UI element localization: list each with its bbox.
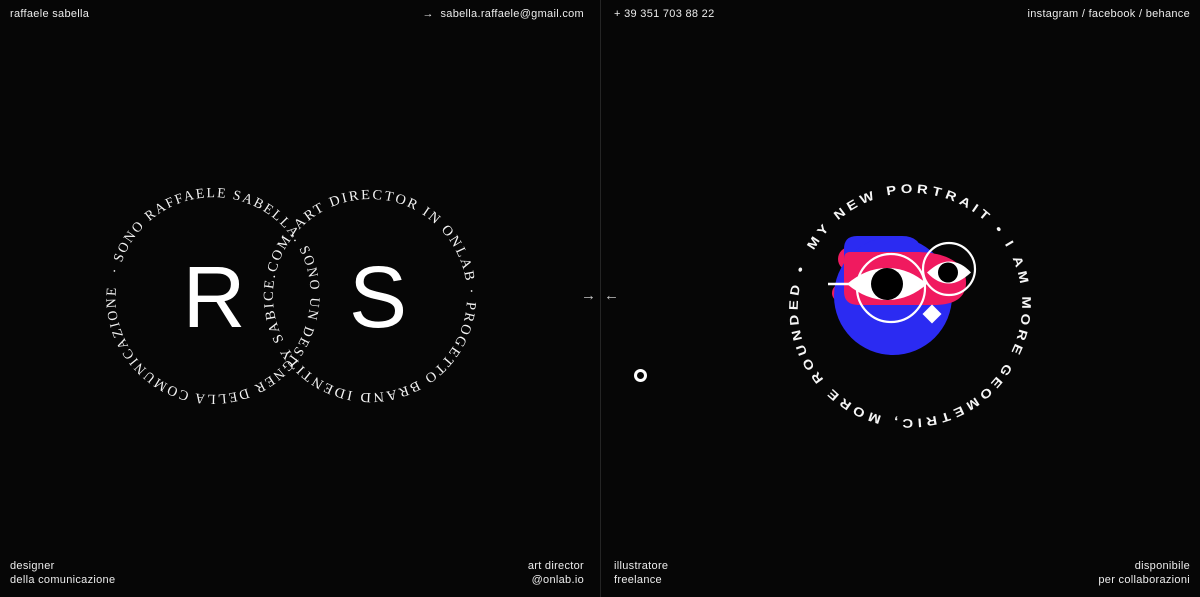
portrait-right-pupil [938, 262, 958, 283]
rs-logo[interactable]: · SONO RAFFAELE SABELLA. SONO UN DESIGNE… [104, 186, 478, 406]
footer-role-illustrator: illustratore freelance [614, 559, 668, 587]
instagram-link[interactable]: instagram [1027, 8, 1079, 20]
footer-line: per collaborazioni [1098, 574, 1190, 586]
email-arrow-icon: → [422, 8, 434, 20]
footer-role-art-director: art director @onlab.io [528, 559, 584, 587]
footer-line: della comunicazione [10, 574, 116, 586]
portrait-diamond-icon [922, 304, 942, 324]
footer-line: @onlab.io [531, 574, 584, 586]
portrait-left-pupil [871, 268, 903, 300]
email-link[interactable]: sabella.raffaele@gmail.com [440, 8, 584, 20]
behance-link[interactable]: behance [1145, 8, 1190, 20]
social-separator: / [1138, 8, 1143, 20]
phone-number: + 39 351 703 88 22 [614, 8, 715, 20]
footer-role-designer: designer della comunicazione [10, 559, 115, 587]
center-divider [600, 0, 601, 597]
social-separator: / [1081, 8, 1086, 20]
facebook-link[interactable]: facebook [1088, 8, 1136, 20]
email-block[interactable]: → sabella.raffaele@gmail.com [422, 8, 584, 20]
next-arrow-icon[interactable]: ← [604, 287, 619, 304]
footer-line: freelance [614, 574, 662, 586]
cursor-dot-icon [634, 369, 647, 382]
footer-availability: disponibile per collaborazioni [1098, 559, 1190, 587]
prev-arrow-icon[interactable]: → [581, 287, 596, 304]
site-owner-name: raffaele sabella [10, 8, 90, 20]
portrait-right-lens-circle [921, 241, 977, 297]
footer-line: art director [527, 560, 584, 572]
footer-line: disponibile [1134, 560, 1190, 572]
footer-line: designer [10, 560, 55, 572]
footer-line: illustratore [614, 560, 669, 572]
social-links: instagram / facebook / behance [1027, 8, 1190, 20]
initial-r: R [183, 249, 246, 346]
portrait-illustration[interactable]: MY NEW PORTRAIT • I AM MORE GEOMETRIC, M… [787, 182, 1034, 430]
initial-s: S [349, 249, 407, 346]
